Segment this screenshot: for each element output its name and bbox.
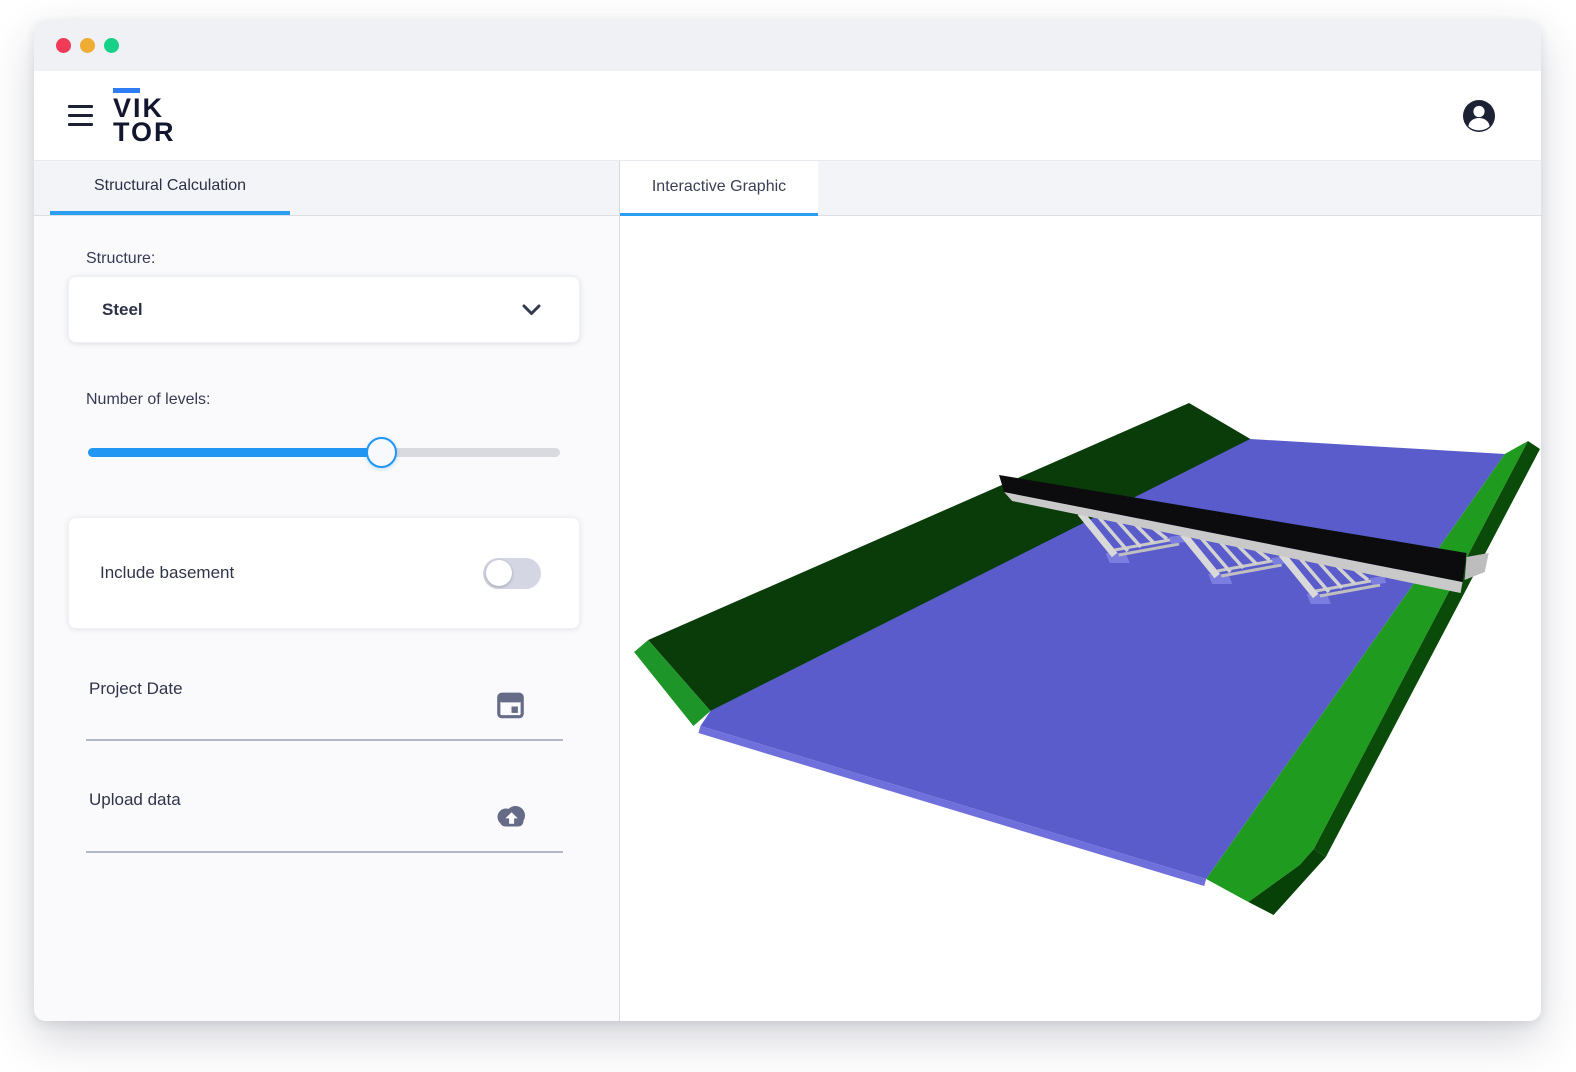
parameters-panel: Structure: Steel Number of levels: Inclu…: [34, 216, 620, 1021]
zoom-button[interactable]: [104, 38, 119, 53]
upload-field[interactable]: [86, 851, 563, 853]
app-window: VIK TOR Structural Calculation Interacti…: [34, 20, 1541, 1021]
structure-select[interactable]: Steel: [68, 276, 580, 343]
basement-card: Include basement: [68, 517, 580, 629]
logo-accent-bar: [113, 87, 140, 93]
structure-select-value: Steel: [102, 299, 143, 319]
slider-fill: [88, 448, 381, 457]
menu-icon[interactable]: [68, 105, 93, 126]
bridge-pier: [1180, 531, 1288, 584]
graphic-panel: [620, 216, 1541, 1021]
structure-label: Structure:: [86, 250, 156, 267]
account-icon[interactable]: [1461, 98, 1497, 134]
basement-toggle[interactable]: [483, 557, 541, 589]
project-date-field[interactable]: [86, 739, 563, 741]
cloud-upload-icon[interactable]: [494, 804, 529, 831]
toggle-knob: [486, 560, 512, 586]
app-header: VIK TOR: [34, 71, 1541, 161]
tab-interactive-label: Interactive Graphic: [651, 178, 787, 195]
slider-thumb[interactable]: [365, 437, 397, 468]
levels-label: Number of levels:: [86, 391, 211, 408]
bridge-pier: [1278, 551, 1387, 604]
logo-line-2: TOR: [113, 116, 176, 147]
3d-scene[interactable]: [620, 216, 1541, 1021]
calendar-icon[interactable]: [497, 691, 524, 719]
basement-label: Include basement: [100, 563, 235, 582]
tab-structural-label: Structural Calculation: [93, 177, 247, 194]
upload-label: Upload data: [89, 790, 181, 809]
chevron-down-icon: [522, 304, 541, 315]
titlebar: [34, 20, 1541, 71]
tab-bar: Structural Calculation Interactive Graph…: [34, 161, 1541, 216]
logo-line-1: VIK: [113, 92, 165, 123]
project-date-label: Project Date: [89, 679, 183, 698]
tab-interactive-graphic[interactable]: Interactive Graphic: [620, 161, 818, 216]
close-button[interactable]: [56, 38, 71, 53]
levels-slider[interactable]: [88, 437, 560, 468]
minimize-button[interactable]: [80, 38, 95, 53]
tab-structural-calculation[interactable]: Structural Calculation: [50, 161, 290, 215]
viktor-logo: VIK TOR: [113, 87, 176, 147]
bridge-deck: [999, 475, 1489, 593]
